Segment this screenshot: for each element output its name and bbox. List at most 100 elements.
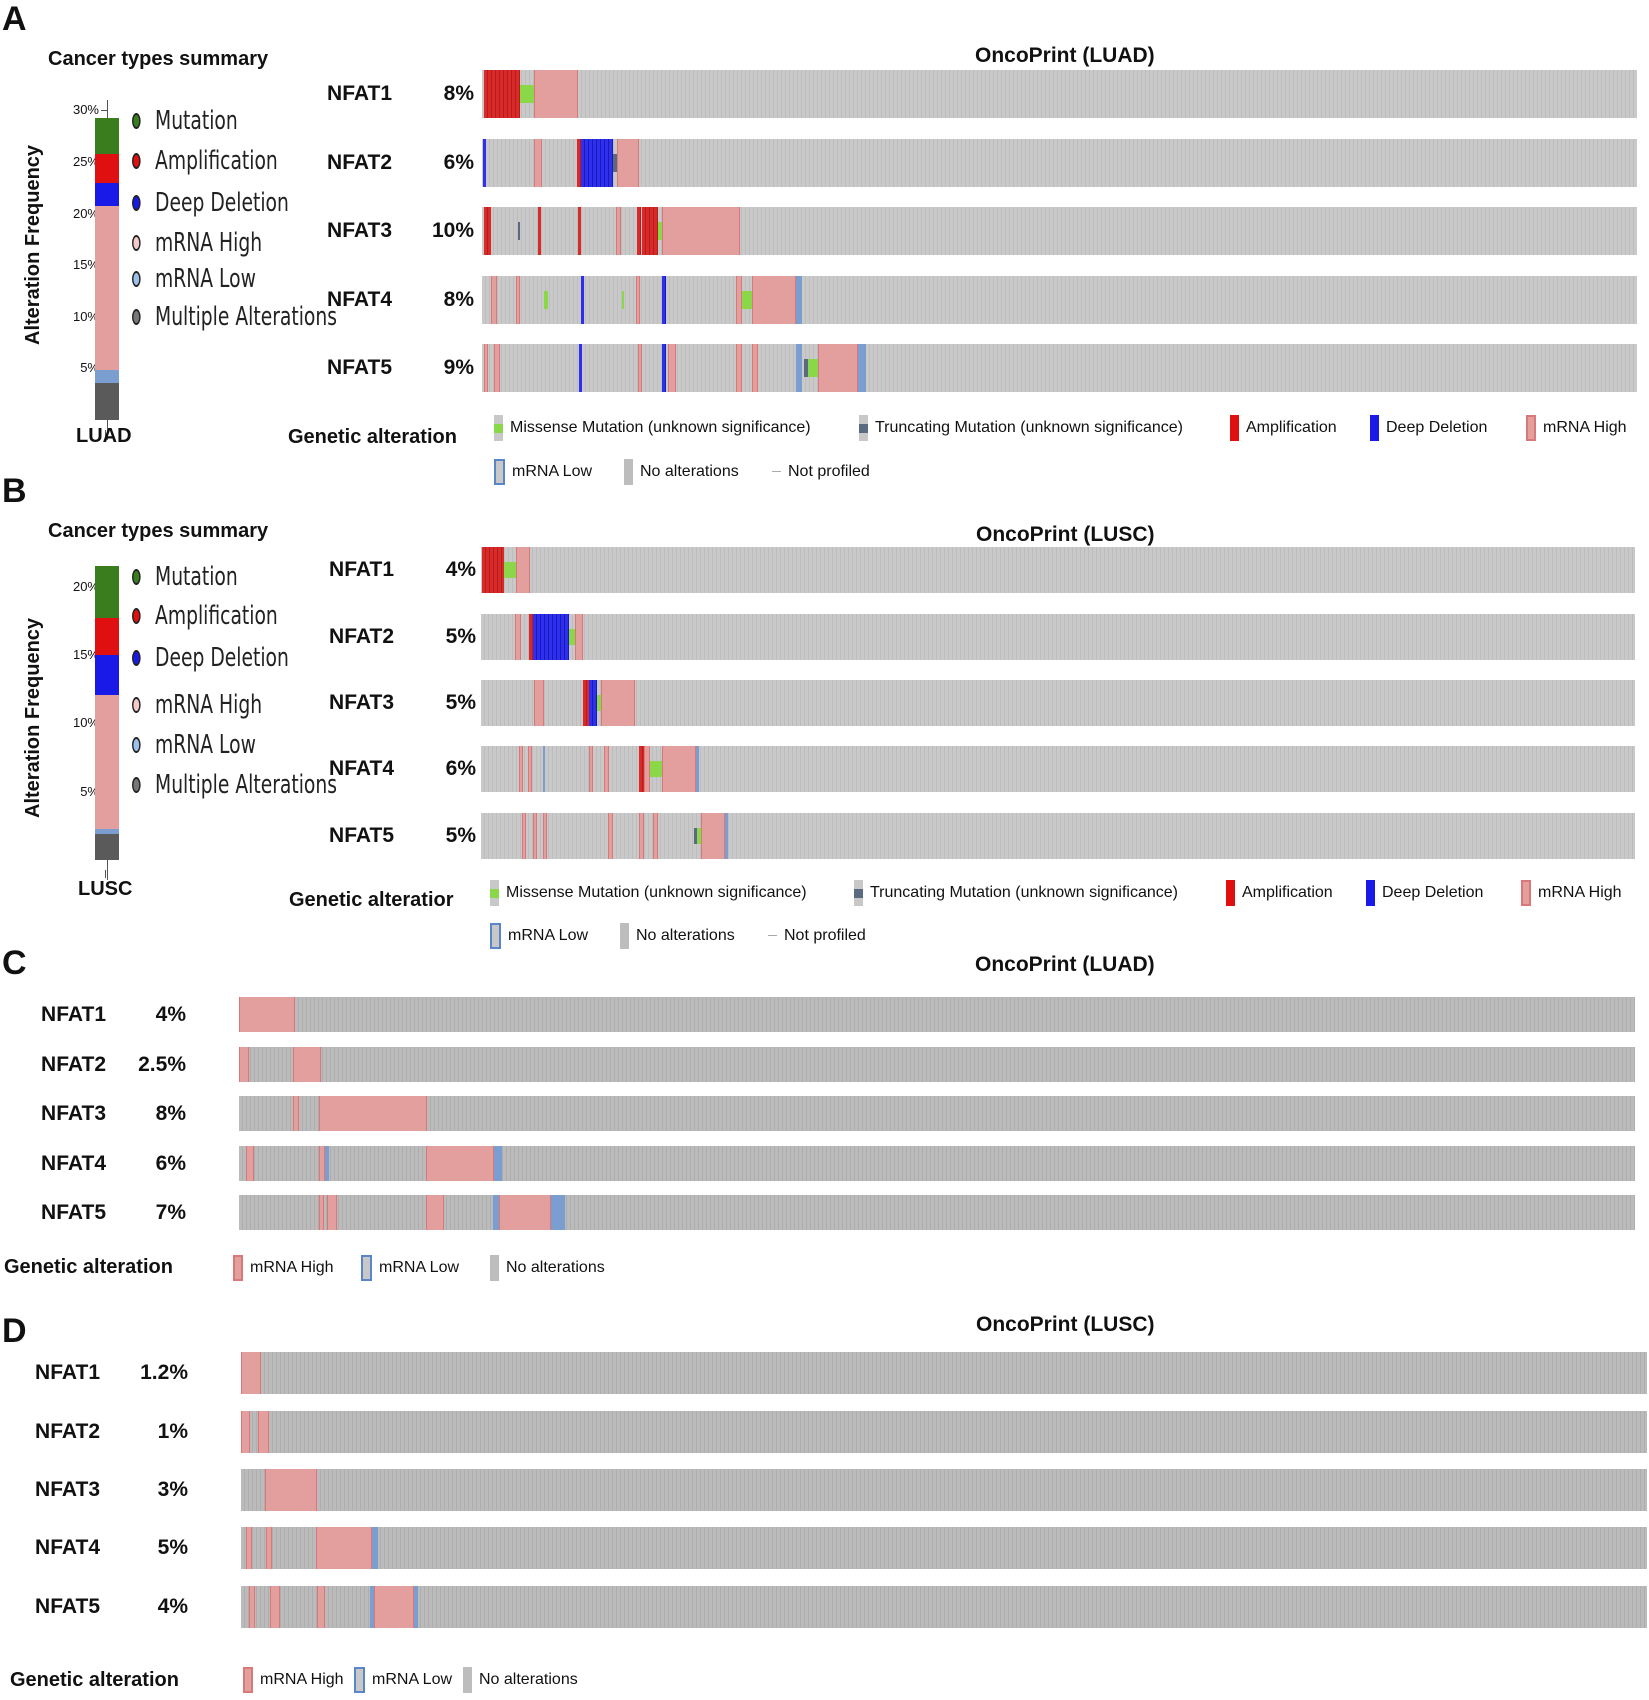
alteration-mrnahigh (516, 276, 520, 324)
legend-swatch-icon (233, 1255, 243, 1281)
alteration-mrnahigh (491, 276, 497, 324)
cancer-label-b: LUSC (78, 878, 133, 900)
legend-label: Not profiled (788, 463, 870, 480)
summary-legend-item: Deep Deletion (132, 643, 289, 673)
legend-dot-icon (132, 697, 141, 713)
legend-item: mRNA High (243, 1667, 344, 1693)
alteration-amp (538, 207, 541, 255)
oncoprint-track (482, 276, 1637, 324)
legend-item: mRNA Low (494, 459, 592, 485)
alteration-trunc (694, 827, 697, 845)
legend-swatch-icon (768, 923, 777, 949)
alteration-mrnalow (414, 1586, 418, 1628)
alteration-percent: 6% (443, 151, 474, 174)
summary-legend-label: mRNA High (155, 690, 263, 720)
legend-dot-icon (132, 777, 141, 793)
oncoprint-track (241, 1352, 1647, 1394)
legend-dot-icon (132, 737, 141, 753)
legend-item: Amplification (1226, 880, 1333, 906)
summary-tick-label: 30% (72, 102, 99, 118)
alteration-mrnalow (372, 1527, 378, 1569)
legend-label: No alterations (479, 1671, 578, 1688)
summary-tick-label: 5% (80, 783, 99, 799)
alteration-mrnahigh (638, 344, 642, 392)
legend-swatch-icon (494, 415, 503, 441)
gene-label: NFAT4 (35, 1536, 100, 1559)
legend-label: mRNA Low (379, 1259, 460, 1276)
summary-segment-multiple (95, 382, 119, 420)
legend-label: Deep Deletion (1382, 884, 1484, 901)
summary-segment-mrna-low (95, 828, 119, 835)
alteration-mrnahigh (752, 344, 758, 392)
legend-label: mRNA Low (372, 1671, 453, 1688)
alteration-mrnahigh (319, 1096, 427, 1131)
alteration-percent: 10% (431, 219, 474, 242)
legend-label: mRNA Low (512, 463, 593, 480)
summary-legend-label: mRNA Low (155, 730, 256, 760)
oncoprint-track (241, 1411, 1647, 1453)
gene-label: NFAT2 (35, 1420, 100, 1443)
alteration-percent: 9% (443, 356, 474, 379)
oncoprint-track (482, 70, 1637, 118)
alteration-mrnalow (493, 1195, 499, 1230)
gene-label: NFAT3 (41, 1101, 106, 1125)
alteration-mrnahigh (534, 70, 578, 118)
legend-swatch-icon (490, 1255, 499, 1281)
legend-item: Truncating Mutation (unknown significanc… (854, 880, 1178, 906)
legend-item: Truncating Mutation (unknown significanc… (859, 415, 1183, 441)
alteration-mrnahigh (246, 1146, 254, 1181)
alteration-mrnahigh (317, 1586, 325, 1628)
summary-legend-label: Deep Deletion (155, 643, 289, 673)
alteration-amp (583, 680, 589, 726)
legend-label: Amplification (1242, 884, 1333, 901)
alteration-mrnalow (858, 344, 866, 392)
summary-legend-item: mRNA High (132, 690, 262, 720)
summary-legend-item: Multiple Alterations (132, 302, 337, 332)
legend-item: Not profiled (772, 459, 870, 485)
alteration-mrnahigh (653, 813, 658, 859)
summary-segment-deep-deletion (95, 182, 119, 207)
legend-swatch-icon (1521, 880, 1531, 906)
summary-ylabel-a: Alteration Frequency (22, 144, 44, 345)
gene-label: NFAT1 (327, 82, 392, 105)
alteration-mrnahigh (239, 997, 295, 1032)
alteration-percent: 3% (157, 1478, 188, 1501)
legend-swatch-icon (772, 459, 781, 485)
summary-segment-mutation (95, 117, 119, 154)
oncoprint-track (239, 1047, 1635, 1082)
alteration-del (579, 344, 582, 392)
legend-swatch-icon (1226, 880, 1235, 906)
alteration-del (662, 344, 666, 392)
alteration-mrnahigh (522, 813, 526, 859)
alteration-percent: 5% (157, 1536, 188, 1559)
gene-label: NFAT5 (35, 1595, 100, 1618)
alteration-mrnahigh (636, 276, 640, 324)
alteration-amp (578, 207, 581, 255)
summary-legend-item: mRNA High (132, 228, 262, 258)
alteration-mrnahigh (319, 1195, 324, 1230)
legend-item: No alterations (463, 1667, 578, 1693)
legend-swatch-icon (490, 923, 501, 949)
alteration-mut (597, 694, 601, 712)
legend-item: Amplification (1230, 415, 1337, 441)
alteration-percent: 5% (445, 824, 476, 847)
alteration-mrnahigh (239, 1047, 249, 1082)
alteration-mrnahigh (270, 1586, 280, 1628)
oncoprint-track (482, 139, 1637, 187)
oncoprint-track (481, 746, 1635, 792)
summary-x-tick (105, 870, 106, 878)
alteration-del (662, 276, 666, 324)
legend-dot-icon (132, 271, 141, 287)
alteration-mrnahigh (258, 1411, 269, 1453)
alteration-mrnahigh (516, 547, 530, 593)
alteration-mrnahigh (484, 344, 488, 392)
summary-segment-mrna-high (95, 206, 119, 371)
gene-label: NFAT5 (327, 356, 392, 379)
alteration-del (589, 680, 597, 726)
legend-item: mRNA Low (361, 1255, 459, 1281)
summary-segment-amplification (95, 617, 119, 655)
oncoprint-track (241, 1586, 1647, 1628)
legend-label: mRNA Low (508, 927, 589, 944)
oncoprint-track (481, 547, 1635, 593)
alteration-mrnahigh (327, 1195, 337, 1230)
